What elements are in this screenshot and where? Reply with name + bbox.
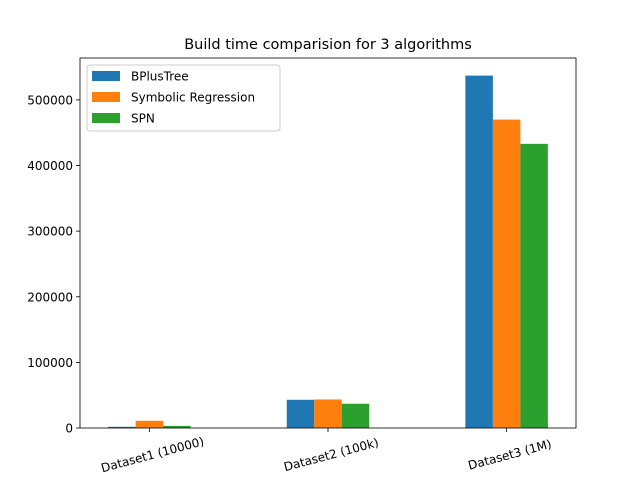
bar-symbolic-regression-3: [492, 119, 521, 428]
y-tick-label: 200000: [27, 290, 73, 304]
bars-layer: [108, 75, 548, 429]
y-tick-label: 0: [65, 422, 73, 436]
bar-spn-3: [520, 143, 548, 429]
bar-symbolic-regression-2: [314, 399, 342, 428]
bar-spn-2: [341, 403, 370, 428]
chart-title: Build time comparision for 3 algorithms: [184, 37, 472, 53]
legend: BPlusTree Symbolic Regression SPN: [86, 64, 281, 132]
legend-label: SPN: [131, 112, 155, 126]
bar-symbolic-regression-1: [135, 420, 164, 428]
y-tick-label: 100000: [27, 356, 73, 370]
legend-label: Symbolic Regression: [131, 91, 255, 105]
legend-swatch-bplustree: [92, 71, 120, 81]
y-axis: 0 100000 200000 300000 400000 500000: [27, 93, 80, 436]
bar-bplustree-1: [108, 426, 136, 428]
legend-swatch-symbolic-regression: [92, 92, 120, 102]
bar-bplustree-3: [465, 75, 493, 428]
y-tick-label: 500000: [27, 93, 73, 107]
y-tick-label: 400000: [27, 159, 73, 173]
bar-bplustree-2: [286, 399, 315, 428]
y-tick-label: 300000: [27, 225, 73, 239]
legend-swatch-spn: [92, 113, 120, 123]
legend-box: [86, 64, 281, 132]
legend-label: BPlusTree: [131, 70, 189, 84]
bar-spn-1: [163, 425, 191, 428]
